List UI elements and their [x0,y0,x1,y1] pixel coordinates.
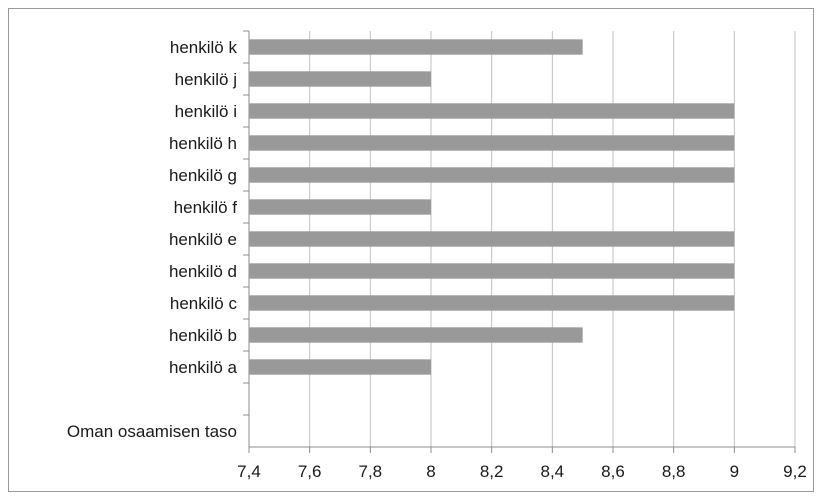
x-tick-label: 8,6 [601,462,625,481]
bar [249,39,583,55]
bar [249,359,431,375]
bar [249,135,735,151]
x-tick-label: 7,8 [359,462,383,481]
bar [249,231,735,247]
bar-chart: 7,4 7,6 7,8 8 8,2 8,4 8,6 8,8 9 9,2 Oman osaamisen… [67,30,807,481]
bar [249,295,735,311]
x-tick-label: 9 [730,462,739,481]
x-tick-label: 8,2 [480,462,504,481]
x-tick-label: 7,4 [237,462,261,481]
bar [249,167,735,183]
y-category-label: henkilö d [169,262,237,281]
bar [249,71,431,87]
y-category-label: henkilö k [170,38,238,57]
chart-frame: 7,4 7,6 7,8 8 8,2 8,4 8,6 8,8 9 9,2 Oman osaamisen… [8,8,814,492]
bar [249,263,735,279]
y-category-label: henkilö j [175,70,237,89]
x-tick-label: 8,4 [541,462,565,481]
y-category-label: henkilö h [169,134,237,153]
y-category-label: henkilö i [175,102,237,121]
x-tick-label: 8 [426,462,435,481]
y-category-label: henkilö f [174,198,238,217]
y-category-label: henkilö a [169,358,238,377]
bar [249,327,583,343]
y-category-label: henkilö e [169,230,237,249]
y-category-label: henkilö g [169,166,237,185]
y-category-label: henkilö c [170,294,238,313]
x-tick-label: 7,6 [298,462,322,481]
y-category-label: Oman osaamisen taso [67,422,237,441]
y-category-label: henkilö b [169,326,237,345]
bar [249,103,735,119]
x-tick-label: 9,2 [783,462,807,481]
bar [249,199,431,215]
x-tick-label: 8,8 [662,462,686,481]
